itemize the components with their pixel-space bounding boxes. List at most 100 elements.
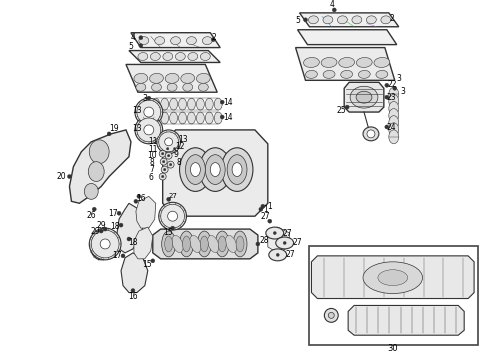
Text: 16: 16 xyxy=(128,292,138,301)
Ellipse shape xyxy=(389,102,399,115)
Ellipse shape xyxy=(221,148,253,192)
Polygon shape xyxy=(344,82,384,112)
Ellipse shape xyxy=(131,289,135,293)
Ellipse shape xyxy=(167,148,169,150)
Ellipse shape xyxy=(121,254,125,258)
Text: 9: 9 xyxy=(173,150,178,159)
Ellipse shape xyxy=(214,112,222,124)
Ellipse shape xyxy=(160,158,167,165)
Ellipse shape xyxy=(151,83,161,91)
Ellipse shape xyxy=(188,53,198,60)
Ellipse shape xyxy=(159,173,166,180)
Text: 25: 25 xyxy=(337,105,346,114)
Ellipse shape xyxy=(323,71,335,78)
Ellipse shape xyxy=(161,166,168,173)
Ellipse shape xyxy=(328,312,334,318)
Ellipse shape xyxy=(137,118,161,142)
Text: 6: 6 xyxy=(148,173,153,182)
Ellipse shape xyxy=(227,155,247,184)
Polygon shape xyxy=(121,253,148,293)
Ellipse shape xyxy=(205,155,225,184)
Ellipse shape xyxy=(283,242,286,244)
Ellipse shape xyxy=(137,194,141,198)
Polygon shape xyxy=(126,64,217,92)
Ellipse shape xyxy=(236,236,244,252)
Polygon shape xyxy=(268,227,290,253)
Ellipse shape xyxy=(155,37,165,45)
Text: 27: 27 xyxy=(286,250,295,259)
Ellipse shape xyxy=(389,116,399,130)
Ellipse shape xyxy=(92,207,96,211)
Text: 30: 30 xyxy=(388,343,398,352)
Ellipse shape xyxy=(152,112,160,124)
Ellipse shape xyxy=(167,161,174,168)
Polygon shape xyxy=(299,13,399,27)
Text: 8: 8 xyxy=(149,158,154,167)
Ellipse shape xyxy=(363,127,379,141)
Ellipse shape xyxy=(168,154,170,157)
Ellipse shape xyxy=(164,145,171,152)
Ellipse shape xyxy=(89,140,109,164)
Ellipse shape xyxy=(389,123,399,137)
Ellipse shape xyxy=(211,38,215,42)
Text: 8: 8 xyxy=(176,158,181,167)
Ellipse shape xyxy=(208,235,219,252)
Ellipse shape xyxy=(205,112,213,124)
Text: 27: 27 xyxy=(168,193,177,199)
Ellipse shape xyxy=(68,175,72,179)
Ellipse shape xyxy=(134,73,148,83)
Ellipse shape xyxy=(220,115,224,119)
Text: 11: 11 xyxy=(148,145,157,154)
Ellipse shape xyxy=(163,53,173,60)
Ellipse shape xyxy=(107,132,111,136)
Ellipse shape xyxy=(139,37,149,45)
Ellipse shape xyxy=(152,98,160,110)
Ellipse shape xyxy=(215,231,229,257)
Ellipse shape xyxy=(374,58,390,67)
Text: 3: 3 xyxy=(396,74,401,83)
Ellipse shape xyxy=(345,105,349,109)
Ellipse shape xyxy=(119,223,123,227)
Ellipse shape xyxy=(378,270,408,285)
Ellipse shape xyxy=(84,184,98,199)
Ellipse shape xyxy=(205,98,213,110)
Ellipse shape xyxy=(199,148,231,192)
Ellipse shape xyxy=(233,231,247,257)
Ellipse shape xyxy=(200,236,208,252)
Ellipse shape xyxy=(164,168,166,171)
Ellipse shape xyxy=(165,73,179,83)
Polygon shape xyxy=(163,130,268,216)
Ellipse shape xyxy=(356,91,372,103)
Ellipse shape xyxy=(135,116,163,144)
Ellipse shape xyxy=(381,16,391,24)
Text: 24: 24 xyxy=(387,123,396,132)
Ellipse shape xyxy=(309,16,318,24)
Ellipse shape xyxy=(172,235,183,252)
Ellipse shape xyxy=(214,98,222,110)
Polygon shape xyxy=(134,227,153,259)
Ellipse shape xyxy=(269,249,287,261)
Ellipse shape xyxy=(171,226,174,230)
Ellipse shape xyxy=(232,163,242,176)
Ellipse shape xyxy=(200,53,210,60)
Ellipse shape xyxy=(187,37,196,45)
Ellipse shape xyxy=(165,138,172,146)
Ellipse shape xyxy=(175,53,185,60)
Ellipse shape xyxy=(389,109,399,122)
Ellipse shape xyxy=(181,73,195,83)
Ellipse shape xyxy=(324,309,338,322)
Text: 17: 17 xyxy=(108,209,118,218)
Ellipse shape xyxy=(161,204,185,228)
Ellipse shape xyxy=(196,73,210,83)
Ellipse shape xyxy=(261,204,265,208)
Ellipse shape xyxy=(117,211,121,215)
Polygon shape xyxy=(129,50,220,63)
Ellipse shape xyxy=(136,83,146,91)
Ellipse shape xyxy=(191,163,200,176)
Text: 15: 15 xyxy=(163,228,172,237)
Text: 26: 26 xyxy=(86,211,96,220)
Ellipse shape xyxy=(161,98,169,110)
Text: 28: 28 xyxy=(259,237,269,246)
Text: 18: 18 xyxy=(110,222,120,231)
Ellipse shape xyxy=(352,16,362,24)
